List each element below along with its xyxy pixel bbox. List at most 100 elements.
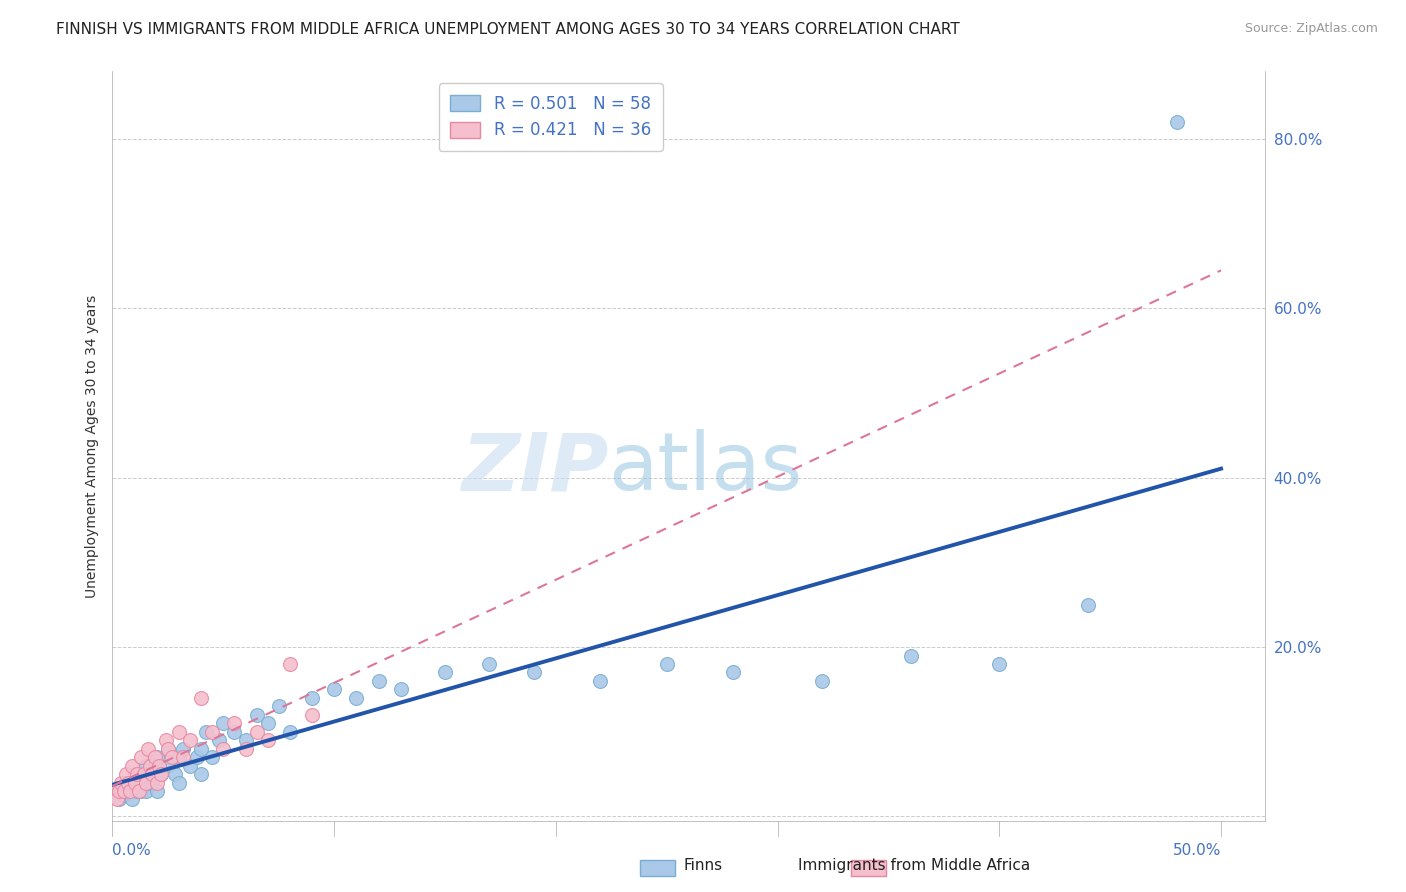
Point [163,767,186,781]
Point [141,775,163,789]
Point [278,657,301,671]
Point [208,733,231,747]
Point [105,792,128,806]
Point [136,775,159,789]
Point [155,733,177,747]
Point [301,690,323,705]
Point [389,682,412,697]
Point [143,750,166,764]
Point [148,758,170,772]
Point [162,750,184,764]
Point [136,741,159,756]
Point [723,665,745,680]
Point [120,784,142,798]
Point [146,750,169,764]
Point [167,775,190,789]
Point [139,758,162,772]
Point [124,767,146,781]
Point [150,767,173,781]
Point [146,784,169,798]
Point [156,741,179,756]
Point [201,750,224,764]
Point [112,784,135,798]
Point [120,780,142,794]
Point [1077,598,1099,612]
Point [117,775,139,789]
Point [434,665,457,680]
Text: Source: ZipAtlas.com: Source: ZipAtlas.com [1244,22,1378,36]
Point [190,690,212,705]
Point [135,775,157,789]
Point [367,673,389,688]
Point [129,784,153,798]
Point [132,767,155,781]
Point [235,741,257,756]
Point [301,707,323,722]
Point [172,741,194,756]
Point [110,784,132,798]
Point [246,724,269,739]
Text: 0.0%: 0.0% [112,843,152,858]
Point [179,758,201,772]
Point [143,758,166,772]
Point [224,724,246,739]
Point [135,758,157,772]
Point [256,716,278,731]
Point [235,733,257,747]
Point [190,741,212,756]
Point [121,758,143,772]
Point [124,775,146,789]
Point [186,750,208,764]
Point [124,775,146,789]
Point [128,784,150,798]
Point [811,673,834,688]
Point [1166,115,1188,129]
Point [589,673,612,688]
Point [125,784,148,798]
Text: 50.0%: 50.0% [1173,843,1220,858]
Point [167,724,190,739]
Point [344,690,367,705]
Text: ZIP: ZIP [461,429,609,508]
Point [900,648,922,663]
Text: FINNISH VS IMMIGRANTS FROM MIDDLE AFRICA UNEMPLOYMENT AMONG AGES 30 TO 34 YEARS : FINNISH VS IMMIGRANTS FROM MIDDLE AFRICA… [56,22,960,37]
Point [212,716,235,731]
Point [146,775,169,789]
Point [267,699,290,714]
Point [150,767,173,781]
Point [125,767,148,781]
Point [110,775,132,789]
Legend: R = 0.501   N = 58, R = 0.421   N = 36: R = 0.501 N = 58, R = 0.421 N = 36 [439,84,662,151]
Point [114,767,136,781]
Y-axis label: Unemployment Among Ages 30 to 34 years: Unemployment Among Ages 30 to 34 years [84,294,98,598]
Point [108,792,131,806]
Point [112,789,135,803]
Point [190,767,212,781]
Point [128,775,150,789]
Point [246,707,269,722]
Point [212,741,235,756]
Point [988,657,1011,671]
Point [167,750,190,764]
Point [108,784,131,798]
Point [129,750,153,764]
Point [141,767,163,781]
Point [172,750,194,764]
Point [156,758,179,772]
Point [478,657,501,671]
Point [278,724,301,739]
Point [194,724,217,739]
Text: Immigrants from Middle Africa: Immigrants from Middle Africa [797,858,1031,872]
Point [224,716,246,731]
Point [523,665,546,680]
Point [121,792,143,806]
Point [117,784,139,798]
Point [201,724,224,739]
Point [135,784,157,798]
Point [323,682,346,697]
Text: atlas: atlas [609,429,803,508]
Point [256,733,278,747]
Point [132,767,155,781]
Point [156,741,179,756]
Point [179,733,201,747]
